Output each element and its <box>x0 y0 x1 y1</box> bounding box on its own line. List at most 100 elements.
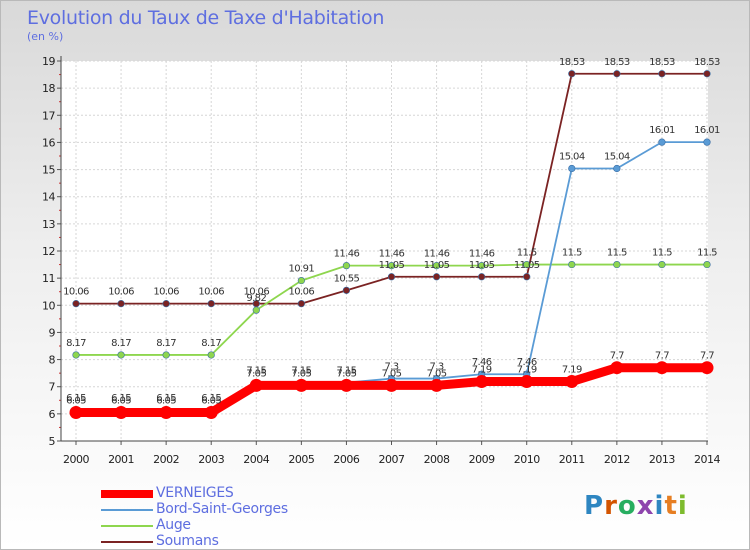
legend-swatch <box>101 525 153 527</box>
data-label-bord-saint-georges: 15.04 <box>604 151 630 162</box>
data-label-bord-saint-georges: 6.15 <box>201 393 221 404</box>
y-tick-label: 19 <box>42 55 55 68</box>
y-tick-label: 15 <box>42 164 55 177</box>
axes: 5 6 7 8 9 10 11 12 13 14 15 16 17 18 19 2000 2001 2002 200… <box>42 55 721 466</box>
y-tick-label: 9 <box>49 326 56 339</box>
x-tick-label: 2006 <box>333 453 359 466</box>
data-label-soumans: 11.05 <box>379 260 405 271</box>
grid <box>61 60 708 442</box>
data-point-bord-saint-georges <box>568 164 576 173</box>
data-point-verneiges <box>69 406 83 419</box>
x-tick-label: 2002 <box>153 453 179 466</box>
data-label-auge: 11.5 <box>607 248 627 259</box>
data-point-auge <box>478 262 486 270</box>
data-label-verneiges: 7.7 <box>700 351 714 362</box>
legend-swatch <box>101 541 153 543</box>
data-label-auge: 11.46 <box>334 249 360 260</box>
data-point-auge <box>342 262 351 270</box>
data-label-auge: 8.17 <box>201 338 221 349</box>
data-label-soumans: 10.06 <box>108 287 134 298</box>
data-point-auge <box>432 262 441 270</box>
data-point-verneiges <box>565 375 579 389</box>
legend-swatch <box>101 509 153 511</box>
legend-label: Soumans <box>156 533 219 549</box>
data-point-auge <box>117 351 125 359</box>
y-tick-label: 12 <box>42 245 55 258</box>
data-label-bord-saint-georges: 7.15 <box>291 366 311 377</box>
data-point-soumans <box>342 286 351 294</box>
data-label-auge: 11.46 <box>379 249 405 260</box>
data-label-auge: 11.5 <box>652 248 672 259</box>
data-labels: 6.05 6.05 6.05 6.05 7.05 7.05 7.05 7.05 7.05 7.19… <box>63 57 720 407</box>
x-tick-label: 2010 <box>514 453 540 466</box>
data-label-verneiges: 6.05 <box>201 396 221 407</box>
data-point-verneiges <box>159 406 173 419</box>
data-point-soumans <box>387 273 396 281</box>
plot-area <box>61 61 708 441</box>
data-label-bord-saint-georges: 7.3 <box>384 362 398 373</box>
data-point-verneiges <box>430 378 444 392</box>
data-label-auge: 9.82 <box>246 293 266 304</box>
data-point-auge <box>252 306 260 314</box>
data-point-soumans <box>72 300 80 308</box>
logo-letter: t <box>664 491 678 521</box>
data-label-soumans: 10.06 <box>63 287 89 298</box>
data-point-soumans <box>478 273 486 281</box>
data-point-soumans <box>613 70 621 78</box>
x-tick-label: 2012 <box>604 453 630 466</box>
data-point-verneiges <box>385 378 398 392</box>
data-label-soumans: 10.06 <box>289 287 315 298</box>
data-point-verneiges <box>700 361 714 375</box>
data-label-soumans: 11.05 <box>514 260 540 271</box>
data-label-verneiges: 7.7 <box>655 351 669 362</box>
data-label-bord-saint-georges: 7.46 <box>517 357 537 368</box>
data-point-verneiges <box>249 378 263 392</box>
logo-letter: o <box>617 491 637 521</box>
legend-swatch <box>101 490 153 498</box>
data-point-bord-saint-georges <box>703 138 711 146</box>
y-tick-label: 8 <box>49 354 56 367</box>
data-point-verneiges <box>475 375 489 389</box>
data-point-verneiges <box>339 378 353 392</box>
data-point-auge <box>523 260 531 269</box>
y-tick-label: 13 <box>42 218 55 231</box>
data-label-soumans: 18.53 <box>649 57 675 68</box>
x-tick-label: 2013 <box>649 453 675 466</box>
data-label-bord-saint-georges: 7.46 <box>472 357 492 368</box>
data-point-auge <box>162 351 170 359</box>
data-label-bord-saint-georges: 15.04 <box>559 151 585 162</box>
data-label-verneiges: 6.05 <box>156 396 176 407</box>
y-tick-label: 17 <box>42 109 55 122</box>
data-point-soumans <box>568 70 576 78</box>
data-point-verneiges <box>655 361 669 375</box>
data-label-bord-saint-georges: 7.15 <box>246 366 266 377</box>
proxiti-logo: Proxiti <box>584 491 688 521</box>
chart-title: Evolution du Taux de Taxe d'Habitation <box>27 7 385 29</box>
data-point-soumans <box>523 273 531 281</box>
data-label-soumans: 11.05 <box>424 260 450 271</box>
data-label-soumans: 18.53 <box>604 57 630 68</box>
data-label-auge: 11.46 <box>424 249 450 260</box>
y-tick-label: 5 <box>49 435 56 448</box>
data-point-auge <box>703 260 711 269</box>
logo-letter: x <box>636 491 655 521</box>
x-tick-label: 2007 <box>379 453 405 466</box>
data-point-verneiges <box>204 406 218 419</box>
logo-letter: r <box>604 491 618 521</box>
y-tick-label: 7 <box>49 381 56 394</box>
data-point-soumans <box>207 300 215 308</box>
data-label-auge: 10.91 <box>289 264 315 275</box>
data-label-auge: 11.5 <box>697 248 717 259</box>
y-tick-label: 18 <box>42 82 55 95</box>
data-label-verneiges: 7.7 <box>610 351 624 362</box>
data-point-auge <box>568 260 576 269</box>
x-tick-label: 2005 <box>288 453 314 466</box>
y-tick-label: 10 <box>42 299 55 312</box>
data-label-soumans: 10.55 <box>334 273 360 284</box>
data-label-bord-saint-georges: 6.15 <box>156 393 176 404</box>
data-point-soumans <box>162 300 170 308</box>
x-tick-label: 2001 <box>108 453 134 466</box>
data-point-verneiges <box>294 378 308 392</box>
y-tick-label: 16 <box>42 136 55 149</box>
